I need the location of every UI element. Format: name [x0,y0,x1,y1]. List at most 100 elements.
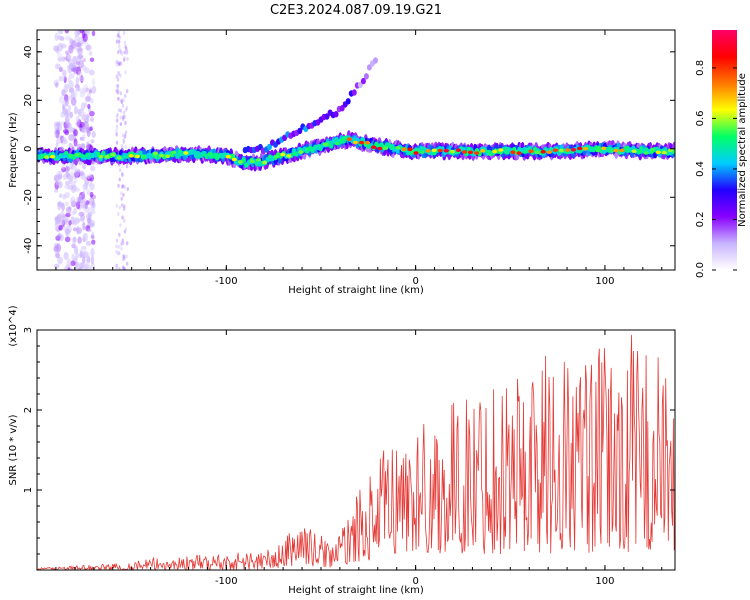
noise-speck [71,253,75,261]
secondary-trace-cell [360,77,366,85]
noise-speck [124,94,127,98]
noise-speck [73,138,78,147]
noise-speck [123,267,127,270]
noise-speck [125,254,128,259]
main-trace-peak [558,148,565,153]
noise-speck [122,110,126,115]
secondary-trace-cell [366,64,372,71]
main-trace-cell [329,143,334,149]
noise-speck [77,110,82,117]
noise-speck [118,232,121,237]
main-trace-peak [68,154,74,158]
main-trace-peak [516,151,522,155]
noise-speck [75,253,80,258]
x-tick-label: -100 [215,576,238,587]
noise-speck [66,166,71,171]
noise-speck [117,62,121,67]
main-trace-peak [159,153,165,158]
noise-speck [83,67,90,74]
main-trace-peak [346,137,352,141]
spectrogram-ticks: -100 0 100 -40 -20 0 20 40 [23,30,675,287]
noise-speck [64,130,70,136]
noise-speck [80,245,87,251]
noise-speck [120,246,123,251]
noise-speck [91,130,96,139]
noise-speck [120,191,123,196]
noise-speck [67,267,71,270]
noise-speck [75,42,82,48]
noise-speck [63,251,69,260]
main-trace-peak [43,155,50,159]
spectrogram-x-label: Height of straight line (km) [288,285,424,296]
noise-speck [66,258,72,267]
noise-speck [74,35,81,43]
noise-speck [121,144,124,148]
main-trace-peak [340,140,346,144]
noise-speck [117,72,121,77]
noise-speck [68,73,75,79]
main-trace-peak [461,150,468,154]
main-trace-peak [613,148,619,153]
noise-speck [77,262,81,268]
noise-speck [64,30,70,34]
noise-speck [79,216,85,222]
main-trace-peak [649,147,655,152]
noise-speck [61,56,66,62]
main-trace-peak [389,146,395,150]
y-tick-label: -40 [23,238,34,254]
noise-speck [75,121,81,127]
noise-speck [115,128,118,133]
noise-speck [121,203,124,208]
noise-speck [68,133,75,142]
main-trace-peak [110,152,116,157]
noise-speck [123,40,127,45]
noise-speck [80,127,85,133]
noise-speck [124,132,127,136]
main-trace-peak [504,151,510,155]
colorbar-tick-label: 0.0 [695,262,706,278]
main-trace-cell [230,153,236,159]
main-trace-peak [443,148,449,153]
main-trace-peak [449,149,455,154]
noise-speck [90,209,96,215]
main-trace-peak [371,145,377,149]
noise-speck [89,191,94,198]
noise-speck [123,56,126,61]
noise-speck [118,266,121,270]
noise-speck [79,249,83,259]
secondary-trace-cell [373,57,378,64]
noise-speck [116,87,120,92]
noise-speck [122,137,125,142]
main-trace-peak [140,154,146,159]
spectrogram-frame [36,29,676,271]
noise-speck [72,55,78,64]
main-trace-peak [601,146,607,151]
noise-speck [55,82,59,88]
noise-speck [77,71,83,77]
noise-speck [71,40,77,50]
noise-speck [86,174,93,179]
noise-speck [71,243,77,249]
main-trace-peak [195,151,201,155]
noise-speck [115,124,119,129]
noise-speck [123,218,126,223]
noise-speck [53,45,60,52]
noise-speck [77,196,81,205]
noise-speck [88,89,93,94]
main-trace-peak [474,151,480,155]
main-trace-peak [74,153,80,157]
noise-speck [124,227,128,232]
noise-speck [126,241,129,246]
noise-speck [123,184,126,189]
noise-speck [115,132,118,137]
noise-speck [83,102,88,108]
noise-speck [123,204,126,209]
noise-speck [126,187,129,192]
noise-speck [75,76,79,86]
colorbar-label: Normalized spectral amplitude [737,73,748,227]
main-trace-peak [262,160,268,165]
noise-speck [89,69,95,76]
noise-speck [116,38,119,43]
noise-speck [67,176,72,182]
noise-speck [54,133,60,138]
